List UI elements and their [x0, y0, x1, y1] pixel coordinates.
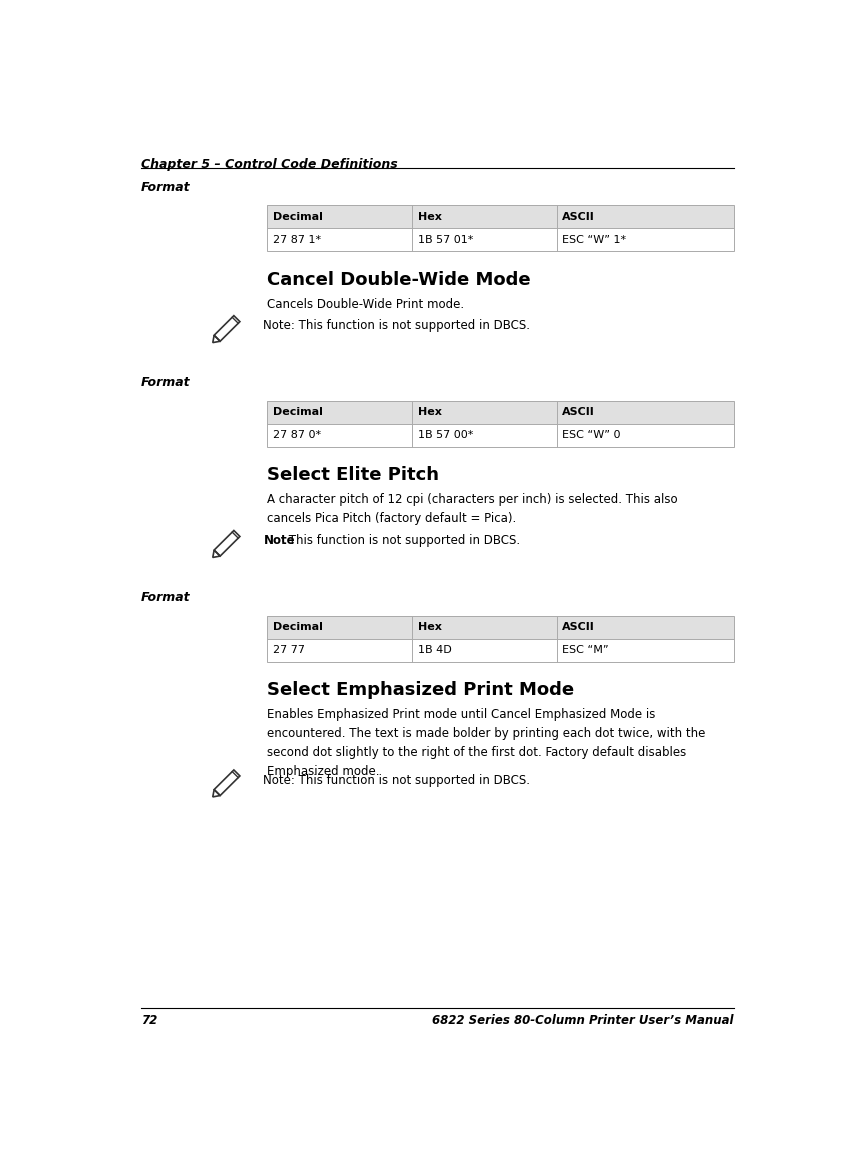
- Text: Format: Format: [141, 591, 191, 603]
- Text: Enables Emphasized Print mode until Cancel Emphasized Mode is
encountered. The t: Enables Emphasized Print mode until Canc…: [267, 708, 706, 778]
- Text: 1B 57 00*: 1B 57 00*: [418, 431, 473, 440]
- Bar: [267, 228, 734, 252]
- Bar: [267, 401, 734, 447]
- Text: Hex: Hex: [418, 212, 441, 221]
- Text: : This function is not supported in DBCS.: : This function is not supported in DBCS…: [281, 534, 520, 548]
- Text: 27 87 1*: 27 87 1*: [273, 235, 321, 245]
- Bar: [267, 638, 734, 662]
- Bar: [267, 615, 734, 638]
- Text: Select Emphasized Print Mode: Select Emphasized Print Mode: [267, 682, 575, 699]
- Text: ESC “M”: ESC “M”: [562, 645, 609, 655]
- Text: Decimal: Decimal: [273, 408, 323, 417]
- Text: 1B 4D: 1B 4D: [418, 645, 452, 655]
- Text: Hex: Hex: [418, 622, 441, 633]
- Text: Decimal: Decimal: [273, 212, 323, 221]
- Bar: [267, 615, 734, 662]
- Text: Format: Format: [141, 376, 191, 389]
- Text: ESC “W” 1*: ESC “W” 1*: [562, 235, 627, 245]
- Text: Select Elite Pitch: Select Elite Pitch: [267, 466, 439, 485]
- Text: 27 77: 27 77: [273, 645, 305, 655]
- Bar: [267, 424, 734, 447]
- Text: Hex: Hex: [418, 408, 441, 417]
- Text: 6822 Series 80-Column Printer User’s Manual: 6822 Series 80-Column Printer User’s Man…: [432, 1014, 734, 1026]
- Text: A character pitch of 12 cpi (characters per inch) is selected. This also
cancels: A character pitch of 12 cpi (characters …: [267, 493, 678, 525]
- Text: ASCII: ASCII: [562, 408, 595, 417]
- Text: 72: 72: [141, 1014, 157, 1026]
- Text: Cancel Double-Wide Mode: Cancel Double-Wide Mode: [267, 270, 531, 289]
- Bar: [267, 205, 734, 228]
- Text: Cancels Double-Wide Print mode.: Cancels Double-Wide Print mode.: [267, 297, 464, 311]
- Text: 27 87 0*: 27 87 0*: [273, 431, 321, 440]
- Text: Format: Format: [141, 181, 191, 193]
- Text: Note: Note: [263, 534, 295, 548]
- Text: 1B 57 01*: 1B 57 01*: [418, 235, 473, 245]
- Bar: [267, 205, 734, 252]
- Text: Chapter 5 – Control Code Definitions: Chapter 5 – Control Code Definitions: [141, 157, 397, 170]
- Text: Note: This function is not supported in DBCS.: Note: This function is not supported in …: [263, 319, 531, 332]
- Text: ASCII: ASCII: [562, 622, 595, 633]
- Text: ASCII: ASCII: [562, 212, 595, 221]
- Text: ESC “W” 0: ESC “W” 0: [562, 431, 621, 440]
- Text: Decimal: Decimal: [273, 622, 323, 633]
- Text: Note: This function is not supported in DBCS.: Note: This function is not supported in …: [263, 774, 531, 786]
- Bar: [267, 401, 734, 424]
